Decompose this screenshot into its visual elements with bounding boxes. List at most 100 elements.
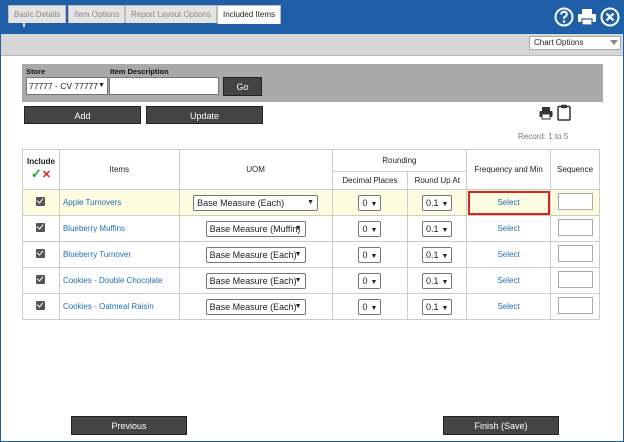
frequency-select-link[interactable]: Select: [497, 276, 520, 285]
round-up-value: 0.1: [426, 301, 439, 312]
item-cell: Blueberry Turnover: [58, 241, 180, 268]
round-up-select[interactable]: 0.1 ▼: [422, 298, 453, 315]
table-row: Blueberry Turnover Base Measure (Each) ▼ …: [22, 241, 600, 268]
uom-select[interactable]: Base Measure (Muffin) ▼: [205, 220, 306, 237]
decimal-select[interactable]: 0 ▼: [358, 194, 382, 211]
sequence-input[interactable]: [557, 297, 593, 314]
clipboard-icon[interactable]: [557, 104, 571, 123]
add-button[interactable]: Add: [24, 106, 141, 124]
frequency-select-link[interactable]: Select: [497, 302, 520, 311]
item-cell: Cookies - Double Chocolate: [58, 267, 180, 294]
round-up-value: 0.1: [426, 223, 439, 234]
print-icon[interactable]: [539, 106, 553, 122]
tab-included-items[interactable]: Included Items: [217, 5, 282, 24]
round-up-select[interactable]: 0.1 ▼: [422, 272, 453, 289]
chevron-down-icon: ▼: [441, 304, 449, 312]
frequency-select-link[interactable]: Select: [497, 224, 520, 233]
frequency-select-link[interactable]: Select: [497, 198, 520, 207]
include-header-label: Include: [26, 157, 55, 166]
uom-select[interactable]: Base Measure (Each) ▼: [205, 298, 306, 315]
round-up-cell: 0.1 ▼: [407, 267, 468, 294]
frequency-cell: Select: [466, 189, 551, 216]
decimal-cell: 0 ▼: [331, 215, 409, 242]
uom-value: Base Measure (Each): [209, 249, 297, 260]
item-cell: Cookies - Oatmeal Raisin: [58, 293, 180, 320]
decimal-cell: 0 ▼: [331, 293, 409, 320]
uom-select[interactable]: Base Measure (Each) ▼: [193, 194, 319, 211]
chart-options-select[interactable]: Chart Options: [529, 36, 621, 50]
help-icon[interactable]: [553, 6, 575, 28]
item-name: Blueberry Turnover: [62, 250, 131, 259]
chevron-down-icon: ▼: [441, 200, 449, 208]
decimal-select[interactable]: 0 ▼: [358, 246, 382, 263]
round-up-cell: 0.1 ▼: [407, 293, 468, 320]
uom-cell: Base Measure (Muffin) ▼: [178, 215, 333, 242]
sequence-input[interactable]: [557, 271, 593, 288]
include-checkbox[interactable]: [36, 275, 46, 284]
chart-options-label: Chart Options: [534, 38, 584, 47]
tab-basic-details[interactable]: Basic Details: [8, 5, 67, 23]
check-all-icon[interactable]: ✓: [30, 166, 42, 181]
uom-cell: Base Measure (Each) ▼: [178, 241, 333, 268]
store-label: Store: [26, 67, 46, 76]
include-checkbox[interactable]: [36, 301, 46, 310]
item-cell: Apple Turnovers: [58, 189, 180, 216]
go-button[interactable]: Go: [223, 77, 262, 96]
chevron-down-icon: ▼: [370, 304, 378, 312]
item-description-label: Item Description: [110, 67, 169, 76]
sequence-input[interactable]: [557, 245, 593, 262]
uncheck-all-icon[interactable]: ✕: [41, 169, 52, 181]
sequence-cell: [550, 189, 600, 216]
decimal-value: 0: [362, 301, 368, 312]
uom-value: Base Measure (Muffin): [209, 223, 301, 234]
round-up-cell: 0.1 ▼: [407, 215, 468, 242]
items-header: Items: [58, 149, 180, 190]
decimal-select[interactable]: 0 ▼: [358, 272, 382, 289]
store-select[interactable]: 77777 - CV 77777 ▼: [26, 77, 108, 95]
include-checkbox[interactable]: [36, 249, 46, 258]
include-cell: [22, 241, 60, 268]
close-icon[interactable]: [599, 6, 621, 28]
uom-cell: Base Measure (Each) ▼: [178, 293, 333, 320]
include-header: Include ✓✕: [22, 149, 60, 190]
chevron-down-icon: ▼: [441, 278, 449, 286]
item-description-input[interactable]: [109, 77, 219, 95]
round-up-cell: 0.1 ▼: [407, 189, 468, 216]
chevron-down-icon: ▼: [98, 82, 105, 89]
frequency-select-link[interactable]: Select: [497, 250, 520, 259]
frequency-cell: Select: [466, 293, 551, 320]
sequence-input[interactable]: [557, 219, 593, 236]
chevron-down-icon: ▼: [370, 200, 378, 208]
tab-report-layout-options[interactable]: Report Layout Options: [125, 5, 218, 23]
uom-select[interactable]: Base Measure (Each) ▼: [205, 246, 306, 263]
decimal-select[interactable]: 0 ▼: [358, 220, 382, 237]
include-checkbox[interactable]: [36, 197, 46, 206]
tab-bar: [1, 34, 623, 56]
finish-save-button[interactable]: Finish (Save): [443, 416, 559, 435]
round-up-select[interactable]: 0.1 ▼: [422, 246, 453, 263]
uom-value: Base Measure (Each): [209, 275, 297, 286]
uom-header: UOM: [178, 149, 333, 190]
uom-value: Base Measure (Each): [209, 301, 297, 312]
tab-item-options[interactable]: Item Options: [68, 5, 126, 23]
frequency-cell: Select: [466, 241, 551, 268]
decimal-select[interactable]: 0 ▼: [358, 298, 382, 315]
decimal-places-header: Decimal Places: [331, 171, 409, 190]
previous-button[interactable]: Previous: [71, 416, 187, 435]
decimal-cell: 0 ▼: [331, 267, 409, 294]
print-icon[interactable]: [576, 6, 598, 28]
update-button[interactable]: Update: [146, 106, 263, 124]
table-row: Blueberry Muffins Base Measure (Muffin) ▼…: [22, 215, 600, 242]
round-up-select[interactable]: 0.1 ▼: [422, 220, 453, 237]
decimal-value: 0: [362, 223, 368, 234]
uom-select[interactable]: Base Measure (Each) ▼: [205, 272, 306, 289]
include-checkbox[interactable]: [36, 223, 46, 232]
decimal-value: 0: [362, 275, 368, 286]
include-cell: [22, 189, 60, 216]
round-up-select[interactable]: 0.1 ▼: [422, 194, 453, 211]
table-row: Apple Turnovers Base Measure (Each) ▼ 0 ▼ …: [22, 189, 600, 216]
include-cell: [22, 267, 60, 294]
round-up-at-header: Round Up At: [407, 171, 468, 190]
sequence-input[interactable]: [557, 193, 593, 210]
